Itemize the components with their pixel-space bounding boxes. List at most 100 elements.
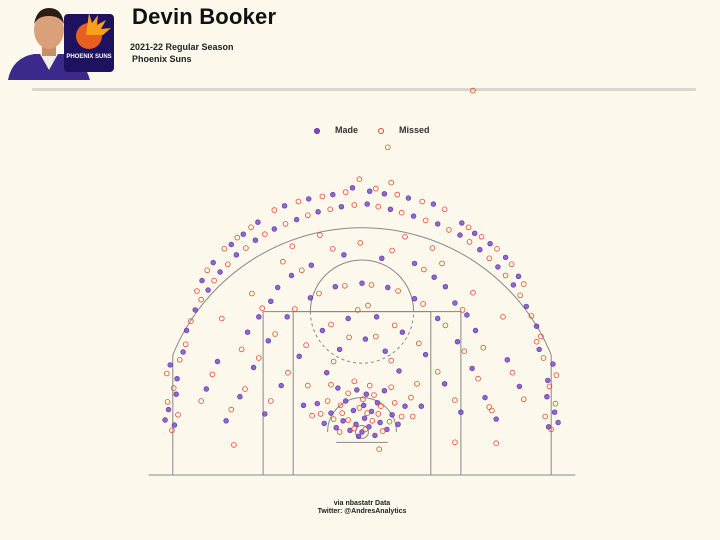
shot-missed-point [461, 348, 468, 355]
shot-missed-point [376, 446, 383, 453]
shot-made-point [435, 221, 441, 227]
header-divider [32, 88, 696, 91]
shot-made-point [355, 433, 362, 439]
shot-made-point [459, 220, 465, 226]
shot-missed-point [304, 212, 311, 219]
shot-missed-point [528, 313, 535, 319]
credit-source: via nbastatr Data [333, 500, 391, 507]
shot-made-point [237, 394, 243, 400]
shot-missed-point [339, 410, 346, 416]
shot-missed-point [309, 412, 315, 419]
shot-missed-point [295, 198, 302, 205]
legend-missed-label: Missed [399, 125, 430, 135]
shot-missed-point [330, 358, 337, 365]
shot-missed-point [351, 202, 358, 208]
shot-made-point [336, 346, 343, 353]
court-free-throw-circle [309, 259, 415, 312]
shot-made-point [214, 358, 221, 365]
shot-missed-point [493, 440, 500, 447]
shot-made-point [284, 314, 290, 320]
shot-missed-point [552, 400, 559, 407]
shot-missed-point [303, 342, 309, 348]
shot-missed-point [517, 292, 523, 299]
shot-made-point [271, 226, 277, 232]
shot-made-point [171, 422, 178, 428]
shot-made-point [418, 403, 424, 409]
shot-missed-point [231, 442, 237, 448]
shot-made-point [338, 204, 345, 210]
shot-missed-point [324, 398, 331, 404]
shot-made-point [361, 415, 368, 421]
shot-made-point [173, 391, 179, 397]
shot-made-point [265, 338, 271, 344]
shot-made-point [319, 327, 326, 334]
shot-made-point [205, 287, 211, 293]
legend-missed-marker [378, 128, 384, 134]
shot-made-point [250, 364, 257, 371]
shot-missed-point [327, 206, 334, 213]
shot-missed-point [494, 246, 500, 252]
shot-missed-point [280, 258, 286, 265]
shot-missed-point [360, 396, 366, 403]
shot-missed-point [267, 398, 274, 404]
shot-missed-point [388, 384, 395, 391]
shot-made-point [210, 259, 216, 266]
shot-missed-point [330, 416, 337, 422]
shot-made-point [183, 327, 190, 334]
shot-missed-point [366, 382, 373, 389]
shot-missed-point [211, 277, 217, 284]
shot-missed-point [409, 413, 416, 420]
court-hoop [355, 425, 369, 439]
shot-made-point [255, 219, 261, 225]
shot-missed-point [500, 313, 506, 320]
shot-missed-point [354, 307, 361, 313]
shot-made-point [217, 269, 223, 275]
page-title: Devin Booker [132, 4, 277, 29]
shot-missed-point [538, 333, 544, 340]
shot-missed-point [329, 246, 336, 252]
shot-made-point [340, 418, 346, 424]
shot-missed-point [459, 307, 466, 313]
shot-missed-point [170, 385, 177, 391]
court-free-throw-circle-dashed [309, 311, 415, 364]
shot-made-point [373, 314, 380, 320]
shot-made-point [441, 381, 448, 387]
shot-missed-point [465, 224, 472, 231]
shot-missed-point [394, 191, 401, 198]
shot-missed-point [398, 413, 405, 420]
shot-made-point [333, 425, 339, 431]
shot-missed-point [204, 267, 211, 274]
shot-made-point [372, 432, 378, 439]
shot-missed-point [238, 346, 245, 353]
shot-made-point [335, 385, 341, 391]
shot-made-point [510, 282, 517, 288]
shot-made-point [359, 429, 365, 435]
shot-missed-point [415, 340, 422, 347]
shot-made-point [399, 329, 406, 335]
shot-missed-point [470, 289, 476, 296]
shot-made-point [233, 252, 240, 258]
court-paint [292, 311, 432, 476]
shot-missed-point [429, 245, 436, 251]
court-lines [148, 227, 576, 476]
shot-missed-point [342, 189, 349, 195]
shot-made-point [395, 421, 401, 427]
shot-made-point [396, 368, 402, 374]
shot-made-point [495, 264, 501, 270]
shot-made-point [174, 376, 180, 382]
shot-made-point [523, 303, 529, 310]
shot-missed-point [486, 255, 493, 262]
shot-missed-point [249, 290, 255, 297]
shot-missed-point [337, 402, 344, 409]
data-credit: via nbastatr Data Twitter: @AndresAnalyt… [260, 500, 464, 516]
shot-missed-point [285, 369, 291, 376]
shot-made-point [330, 191, 336, 198]
shot-missed-point [292, 306, 298, 312]
logo-text: PHOENIX SUNS [66, 54, 111, 60]
shot-made-point [308, 262, 314, 268]
shot-missed-point [470, 87, 476, 94]
shot-made-point [411, 296, 418, 302]
shot-missed-point [351, 425, 358, 432]
shot-missed-point [508, 261, 515, 268]
